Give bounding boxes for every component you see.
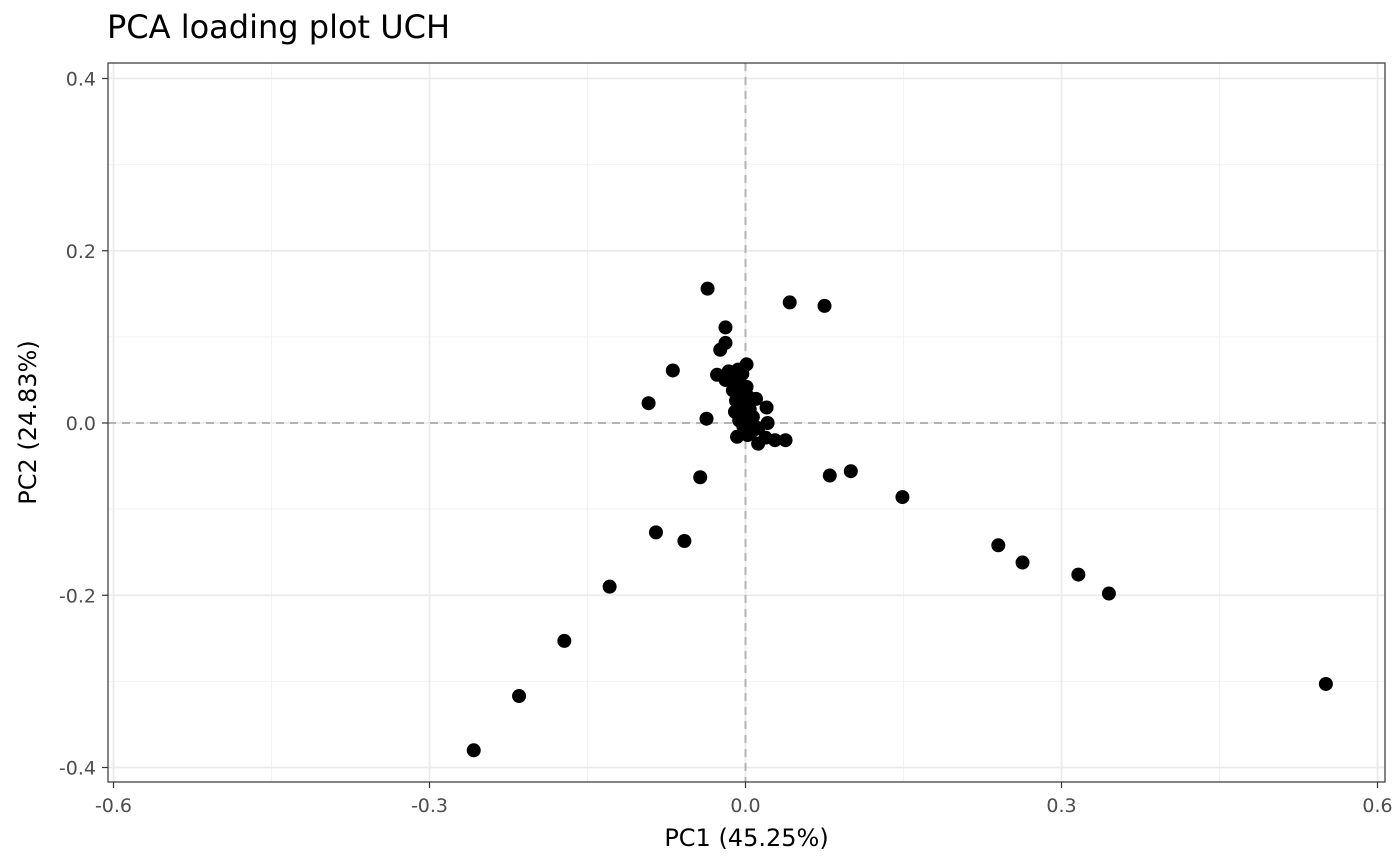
data-point bbox=[557, 633, 572, 648]
x-tick-label: 0.3 bbox=[1046, 795, 1076, 817]
data-point bbox=[751, 436, 766, 451]
data-point bbox=[1015, 555, 1030, 570]
data-point bbox=[895, 490, 910, 505]
data-point bbox=[759, 400, 774, 415]
data-point bbox=[665, 363, 680, 378]
data-point bbox=[1071, 567, 1086, 582]
data-point bbox=[718, 320, 733, 335]
y-axis-title: PC2 (24.83%) bbox=[14, 340, 42, 504]
data-point bbox=[817, 298, 832, 313]
data-point bbox=[1318, 676, 1333, 691]
data-point bbox=[512, 689, 527, 704]
x-tick-label: 0.0 bbox=[730, 795, 760, 817]
data-point bbox=[602, 579, 617, 594]
data-point bbox=[693, 470, 708, 485]
data-point bbox=[778, 433, 793, 448]
data-point bbox=[740, 428, 755, 443]
data-point bbox=[700, 281, 715, 296]
x-tick-label: 0.6 bbox=[1362, 795, 1392, 817]
data-point bbox=[713, 342, 728, 357]
y-tick-label: 0.4 bbox=[66, 69, 96, 91]
data-point bbox=[1101, 586, 1116, 601]
data-point bbox=[822, 468, 837, 483]
x-axis-title: PC1 (45.25%) bbox=[664, 824, 828, 852]
y-tick-label: 0.0 bbox=[66, 413, 96, 435]
data-point bbox=[991, 538, 1006, 553]
data-point bbox=[749, 391, 764, 406]
data-point bbox=[466, 743, 481, 758]
data-point bbox=[843, 464, 858, 479]
data-point bbox=[699, 411, 714, 426]
y-tick-label: -0.2 bbox=[59, 585, 96, 607]
y-tick-label: -0.4 bbox=[59, 758, 96, 780]
data-point bbox=[730, 429, 745, 444]
axes: -0.6 -0.3 0.0 0.3 0.6 -0.4 -0.2 0.0 0.2 0.4 bbox=[59, 69, 1393, 818]
data-point bbox=[767, 433, 782, 448]
data-points bbox=[466, 281, 1333, 758]
data-point bbox=[648, 525, 663, 540]
data-point bbox=[641, 396, 656, 411]
y-tick-label: 0.2 bbox=[66, 241, 96, 263]
data-point bbox=[782, 295, 797, 310]
x-tick-label: -0.6 bbox=[95, 795, 132, 817]
chart-title: PCA loading plot UCH bbox=[107, 8, 451, 46]
reference-lines bbox=[108, 63, 1385, 782]
x-tick-label: -0.3 bbox=[411, 795, 448, 817]
data-point bbox=[677, 533, 692, 548]
